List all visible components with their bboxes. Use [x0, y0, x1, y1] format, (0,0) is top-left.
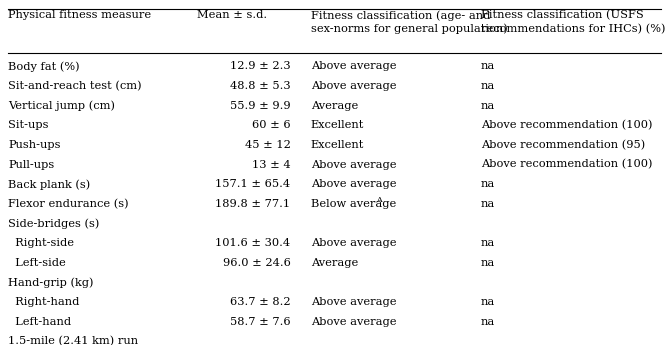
Text: Excellent: Excellent [311, 140, 364, 150]
Text: Average: Average [311, 101, 358, 111]
Text: na: na [481, 199, 495, 209]
Text: 189.8 ± 77.1: 189.8 ± 77.1 [216, 199, 291, 209]
Text: Above recommendation (100): Above recommendation (100) [481, 120, 653, 130]
Text: Fitness classification (age- and
sex-norms for general population): Fitness classification (age- and sex-nor… [311, 10, 508, 34]
Text: Excellent: Excellent [311, 120, 364, 130]
Text: Push-ups: Push-ups [8, 140, 61, 150]
Text: Left-side: Left-side [8, 258, 65, 268]
Text: 60 ± 6: 60 ± 6 [252, 120, 291, 130]
Text: Above average: Above average [311, 297, 396, 307]
Text: Sit-ups: Sit-ups [8, 120, 49, 130]
Text: na: na [481, 317, 495, 327]
Text: 96.0 ± 24.6: 96.0 ± 24.6 [222, 258, 291, 268]
Text: Right-side: Right-side [8, 238, 74, 248]
Text: 101.6 ± 30.4: 101.6 ± 30.4 [216, 238, 291, 248]
Text: Vertical jump (cm): Vertical jump (cm) [8, 100, 115, 111]
Text: A: A [375, 196, 381, 204]
Text: 45 ± 12: 45 ± 12 [244, 140, 291, 150]
Text: Above average: Above average [311, 81, 396, 91]
Text: Physical fitness measure: Physical fitness measure [8, 10, 151, 20]
Text: Left-hand: Left-hand [8, 317, 71, 327]
Text: Above average: Above average [311, 317, 396, 327]
Text: Average: Average [311, 258, 358, 268]
Text: 48.8 ± 5.3: 48.8 ± 5.3 [230, 81, 291, 91]
Text: Fitness classification (USFS
recommendations for IHCs) (%): Fitness classification (USFS recommendat… [481, 10, 665, 34]
Text: Below average: Below average [311, 199, 396, 209]
Text: Above average: Above average [311, 179, 396, 189]
Text: Body fat (%): Body fat (%) [8, 61, 79, 71]
Text: 58.7 ± 7.6: 58.7 ± 7.6 [230, 317, 291, 327]
Text: Hand-grip (kg): Hand-grip (kg) [8, 277, 94, 288]
Text: na: na [481, 61, 495, 71]
Text: Side-bridges (s): Side-bridges (s) [8, 218, 100, 229]
Text: na: na [481, 101, 495, 111]
Text: Above recommendation (100): Above recommendation (100) [481, 159, 653, 170]
Text: Above recommendation (95): Above recommendation (95) [481, 140, 645, 150]
Text: 1.5-mile (2.41 km) run: 1.5-mile (2.41 km) run [8, 336, 138, 345]
Text: 157.1 ± 65.4: 157.1 ± 65.4 [216, 179, 291, 189]
Text: Right-hand: Right-hand [8, 297, 79, 307]
Text: 55.9 ± 9.9: 55.9 ± 9.9 [230, 101, 291, 111]
Text: 12.9 ± 2.3: 12.9 ± 2.3 [230, 61, 291, 71]
Text: na: na [481, 238, 495, 248]
Text: Back plank (s): Back plank (s) [8, 179, 90, 189]
Text: 63.7 ± 8.2: 63.7 ± 8.2 [230, 297, 291, 307]
Text: Sit-and-reach test (cm): Sit-and-reach test (cm) [8, 81, 142, 91]
Text: Above average: Above average [311, 61, 396, 71]
Text: na: na [481, 258, 495, 268]
Text: na: na [481, 81, 495, 91]
Text: Flexor endurance (s): Flexor endurance (s) [8, 199, 129, 209]
Text: na: na [481, 179, 495, 189]
Text: na: na [481, 297, 495, 307]
Text: 13 ± 4: 13 ± 4 [252, 160, 291, 170]
Text: Pull-ups: Pull-ups [8, 160, 54, 170]
Text: Above average: Above average [311, 160, 396, 170]
Text: Mean ± s.d.: Mean ± s.d. [197, 10, 267, 20]
Text: Above average: Above average [311, 238, 396, 248]
